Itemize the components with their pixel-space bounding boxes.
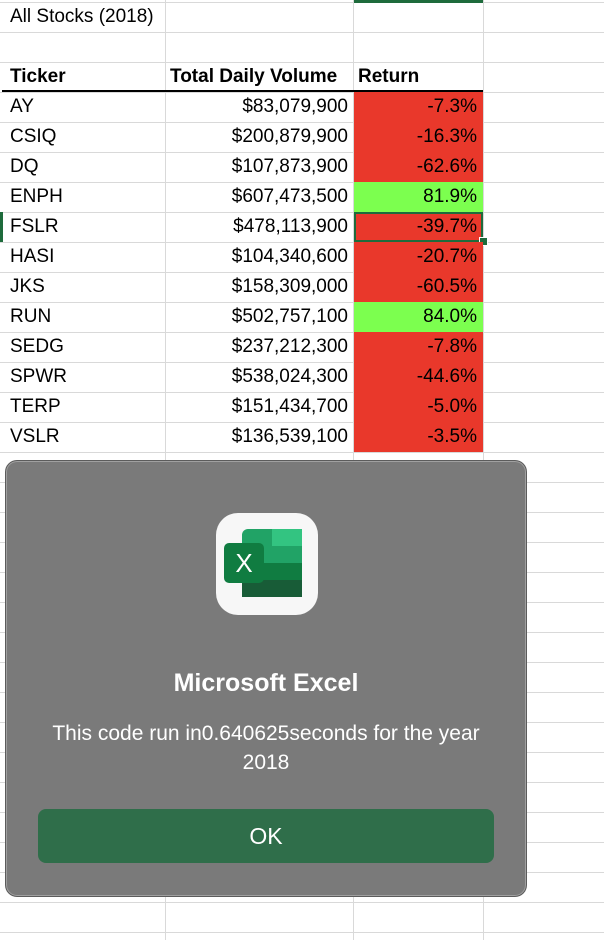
volume-cell[interactable]: $83,079,900: [242, 96, 348, 117]
grid-line: [0, 272, 604, 273]
grid-line: [0, 422, 604, 423]
grid-line: [0, 122, 604, 123]
return-cell[interactable]: -44.6%: [354, 362, 483, 392]
return-cell[interactable]: -7.8%: [354, 332, 483, 362]
volume-cell[interactable]: $136,539,100: [231, 426, 348, 447]
return-cell[interactable]: -7.3%: [354, 92, 483, 122]
column-indicator: [354, 0, 483, 3]
volume-cell[interactable]: $538,024,300: [231, 366, 348, 387]
header-volume[interactable]: Total Daily Volume: [170, 66, 338, 87]
grid-line: [0, 92, 604, 93]
grid-line: [0, 362, 604, 363]
ticker-cell[interactable]: AY: [10, 96, 34, 117]
return-cell[interactable]: -5.0%: [354, 392, 483, 422]
row-indicator: [0, 212, 3, 242]
return-cell[interactable]: -62.6%: [354, 152, 483, 182]
volume-cell[interactable]: $478,113,900: [233, 216, 348, 237]
return-cell[interactable]: -20.7%: [354, 242, 483, 272]
volume-cell[interactable]: $104,340,600: [231, 246, 348, 267]
return-cell[interactable]: -16.3%: [354, 122, 483, 152]
ticker-cell[interactable]: TERP: [10, 396, 61, 417]
grid-line: [0, 212, 604, 213]
volume-cell[interactable]: $607,473,500: [231, 186, 348, 207]
header-ticker[interactable]: Ticker: [10, 66, 66, 87]
ticker-cell[interactable]: SEDG: [10, 336, 64, 357]
grid-line: [0, 902, 604, 903]
grid-line: [0, 932, 604, 933]
ticker-cell[interactable]: HASI: [10, 246, 55, 267]
volume-cell[interactable]: $158,309,000: [231, 276, 348, 297]
ok-button[interactable]: OK: [38, 809, 494, 863]
grid-line: [0, 242, 604, 243]
excel-icon: X: [216, 513, 318, 615]
fill-handle[interactable]: [479, 237, 488, 246]
header-return[interactable]: Return: [358, 66, 420, 87]
grid-line: [0, 2, 604, 3]
volume-cell[interactable]: $200,879,900: [231, 126, 348, 147]
return-cell[interactable]: -3.5%: [354, 422, 483, 452]
ticker-cell[interactable]: CSIQ: [10, 126, 57, 147]
grid-line: [0, 332, 604, 333]
grid-line: [0, 152, 604, 153]
dialog-title: Microsoft Excel: [173, 669, 359, 697]
grid-line: [0, 452, 604, 453]
grid-line: [0, 392, 604, 393]
header-underline: [2, 90, 483, 92]
dialog-message: This code run in0.640625seconds for the …: [52, 722, 480, 774]
volume-cell[interactable]: $237,212,300: [231, 336, 348, 357]
return-cell[interactable]: -60.5%: [354, 272, 483, 302]
return-cell[interactable]: -39.7%: [354, 212, 483, 242]
grid-line: [0, 302, 604, 303]
sheet-title-cell[interactable]: All Stocks (2018): [10, 6, 154, 27]
svg-text:X: X: [235, 548, 252, 578]
volume-cell[interactable]: $502,757,100: [231, 306, 348, 327]
grid-line: [0, 32, 604, 33]
ticker-cell[interactable]: SPWR: [10, 366, 67, 387]
ticker-cell[interactable]: JKS: [10, 276, 45, 297]
volume-cell[interactable]: $107,873,900: [231, 156, 348, 177]
ticker-cell[interactable]: DQ: [10, 156, 39, 177]
ticker-cell[interactable]: FSLR: [10, 216, 59, 237]
return-cell[interactable]: 81.9%: [354, 182, 483, 212]
return-cell[interactable]: 84.0%: [354, 302, 483, 332]
grid-line: [0, 182, 604, 183]
ticker-cell[interactable]: ENPH: [10, 186, 63, 207]
ticker-cell[interactable]: RUN: [10, 306, 52, 327]
ticker-cell[interactable]: VSLR: [10, 426, 60, 447]
alert-dialog: X Microsoft Excel This code run in0.6406…: [5, 460, 527, 897]
volume-cell[interactable]: $151,434,700: [231, 396, 348, 417]
grid-line: [0, 62, 604, 63]
